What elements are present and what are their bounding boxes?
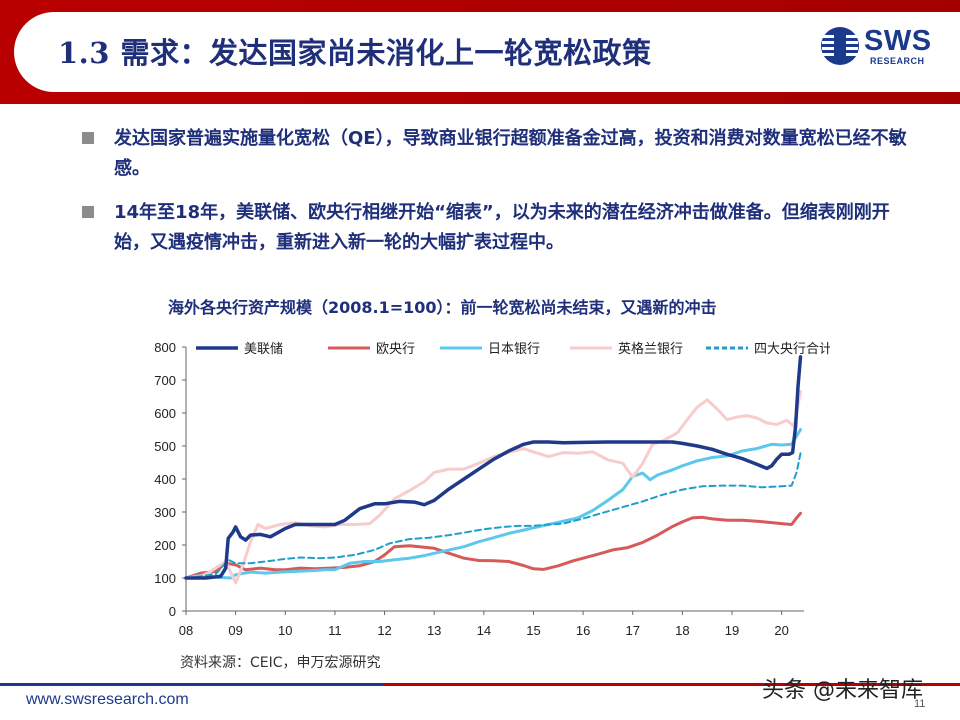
legend-label: 日本银行 [488, 342, 540, 357]
series-line-0 [184, 355, 803, 580]
chart-title: 海外各央行资产规模（2008.1=100）：前一轮宽松尚未结束，又遇新的冲击 [168, 298, 717, 317]
x-tick-label: 09 [228, 623, 242, 638]
bullet-list: 发达国家普遍实施量化宽松（QE），导致商业银行超额准备金过高，投资和消费对数量宽… [82, 124, 912, 272]
x-tick-label: 12 [377, 623, 391, 638]
x-tick-label: 20 [774, 623, 788, 638]
source-note: 资料来源：CEIC，申万宏源研究 [180, 655, 381, 671]
x-tick-label: 11 [328, 623, 342, 638]
page-number: 11 [914, 698, 926, 710]
logo-text: SWS [864, 25, 932, 57]
x-tick-label: 08 [179, 623, 193, 638]
y-tick-label: 600 [154, 406, 176, 421]
bullet-item: 发达国家普遍实施量化宽松（QE），导致商业银行超额准备金过高，投资和消费对数量宽… [82, 124, 912, 184]
y-tick-label: 400 [154, 472, 176, 487]
x-tick-label: 17 [626, 623, 640, 638]
footer-url[interactable]: www.swsresearch.com [26, 691, 189, 708]
watermark-text: 头条 @未来智库 [762, 678, 923, 703]
legend-label: 四大央行合计 [754, 342, 830, 357]
legend-label: 英格兰银行 [618, 341, 683, 357]
bullet-square-icon [82, 206, 94, 218]
bullet-text: 发达国家普遍实施量化宽松（QE），导致商业银行超额准备金过高，投资和消费对数量宽… [114, 128, 907, 179]
y-tick-label: 100 [154, 571, 176, 586]
x-tick-label: 14 [477, 623, 491, 638]
y-tick-label: 300 [154, 505, 176, 520]
series-line-2 [184, 428, 802, 580]
y-tick-label: 0 [169, 604, 176, 619]
series-line-4 [185, 452, 802, 579]
bullet-item: 14年至18年，美联储、欧央行相继开始“缩表”，以为未来的潜在经济冲击做准备。但… [82, 198, 912, 258]
legend-label: 欧央行 [376, 342, 415, 357]
slide-title: 1.3 需求：发达国家尚未消化上一轮宽松政策 [58, 36, 652, 70]
y-tick-label: 200 [154, 538, 176, 553]
series-line-1 [184, 511, 802, 580]
x-tick-label: 10 [278, 623, 292, 638]
series-line-3 [184, 390, 802, 585]
y-tick-label: 700 [154, 373, 176, 388]
title-card [14, 12, 960, 92]
y-tick-label: 500 [154, 439, 176, 454]
line-chart: 0 100 200 300 400 500 600 700 800 08 09 10 11 12 13 14 1… [154, 340, 830, 638]
legend-label: 美联储 [244, 342, 283, 357]
footer-divider [0, 683, 960, 686]
sws-logo: SWS RESEARCH [820, 26, 940, 76]
bullet-text: 14年至18年，美联储、欧央行相继开始“缩表”，以为未来的潜在经济冲击做准备。但… [114, 202, 890, 253]
x-tick-label: 13 [427, 623, 441, 638]
sws-logo-icon [821, 27, 859, 65]
x-tick-label: 16 [576, 623, 590, 638]
y-tick-label: 800 [154, 340, 176, 355]
x-tick-label: 18 [675, 623, 689, 638]
x-tick-label: 15 [526, 623, 540, 638]
logo-subtext: RESEARCH [870, 56, 925, 66]
bullet-square-icon [82, 132, 94, 144]
x-tick-label: 19 [725, 623, 739, 638]
